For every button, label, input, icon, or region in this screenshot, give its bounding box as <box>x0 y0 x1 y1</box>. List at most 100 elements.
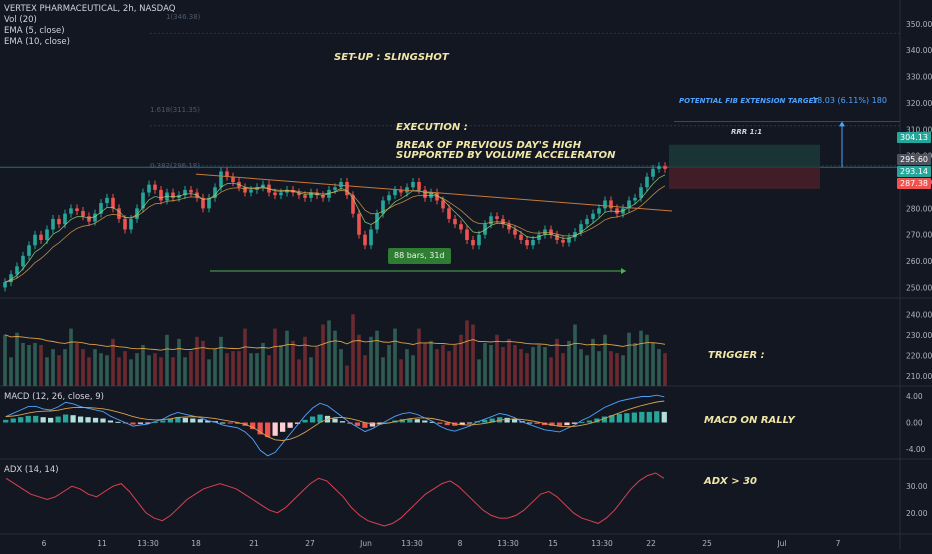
volume-bar <box>657 349 661 386</box>
volume-bar <box>471 324 475 386</box>
macd-histogram-bar <box>556 422 563 427</box>
candle-body <box>105 197 109 204</box>
bars-range-tag[interactable]: 88 bars, 31d <box>388 248 451 264</box>
macd-histogram-bar <box>115 421 121 423</box>
macd-histogram-bar <box>339 421 346 423</box>
symbol-title[interactable]: VERTEX PHARMACEUTICAL, 2h, NASDAQ <box>4 4 176 14</box>
volume-bar <box>369 336 373 386</box>
volume-bar <box>609 351 613 386</box>
fib-level-1618: 1.618(311.35) <box>150 106 200 114</box>
macd-histogram-bar <box>422 420 428 423</box>
price-box-target: 304.13 <box>897 132 931 143</box>
volume-bar <box>567 340 571 386</box>
macd-histogram-bar <box>137 422 144 424</box>
volume-bar <box>507 338 511 386</box>
macd-histogram-bar <box>534 422 540 424</box>
macd-histogram-bar <box>18 417 24 423</box>
candle-body <box>417 182 421 190</box>
fib-level-1: 1(346.38) <box>166 13 201 21</box>
volume-bar <box>219 336 223 386</box>
macd-histogram-bar <box>407 418 413 423</box>
macd-histogram-bar <box>152 421 159 423</box>
volume-bar <box>435 349 439 386</box>
candle-body <box>663 166 667 169</box>
volume-tick-label: 240.00 <box>906 310 932 319</box>
macd-histogram-bar <box>257 422 263 435</box>
time-tick-label: 13:30 <box>591 539 613 548</box>
candle-body <box>243 187 247 193</box>
execution-title: EXECUTION : <box>396 122 468 133</box>
candle-body <box>183 189 187 196</box>
setup-note: SET-UP : SLINGSHOT <box>334 52 449 63</box>
candle-body <box>411 182 415 188</box>
candle-body <box>69 208 73 214</box>
candle-body <box>297 192 301 196</box>
volume-bar <box>525 353 529 386</box>
trendline <box>195 173 673 212</box>
candle-body <box>201 197 205 209</box>
indicator-ema10[interactable]: EMA (10, close) <box>4 37 70 47</box>
candle-body <box>525 240 529 246</box>
chart-legend: VERTEX PHARMACEUTICAL, 2h, NASDAQ Vol (2… <box>4 4 175 48</box>
candle-body <box>129 218 133 230</box>
volume-bar <box>357 334 361 386</box>
time-tick-label: 13:30 <box>137 539 159 548</box>
candle-body <box>387 195 391 201</box>
volume-bar <box>663 353 667 386</box>
indicator-ema5[interactable]: EMA (5, close) <box>4 26 65 36</box>
macd-histogram-bar <box>654 411 660 423</box>
indicator-vol[interactable]: Vol (20) <box>4 15 37 25</box>
candle-body <box>363 234 367 246</box>
candle-body <box>573 232 577 238</box>
adx-label[interactable]: ADX (14, 14) <box>4 465 59 475</box>
candle-body <box>81 211 85 217</box>
volume-bar <box>339 349 343 386</box>
volume-bar <box>33 342 37 386</box>
candle-body <box>531 240 535 246</box>
volume-bar <box>543 347 547 386</box>
macd-histogram-bar <box>40 417 46 423</box>
candle-body <box>231 176 235 182</box>
trigger-note: TRIGGER : <box>708 350 765 361</box>
candle-body <box>135 208 139 219</box>
macd-histogram-bar <box>227 422 233 424</box>
macd-histogram-bar <box>369 422 376 427</box>
candle-body <box>369 229 373 246</box>
volume-bar <box>549 357 553 386</box>
volume-bar <box>201 340 205 386</box>
volume-bar <box>645 334 649 386</box>
candle-body <box>45 229 49 240</box>
macd-label[interactable]: MACD (12, 26, close, 9) <box>4 392 104 402</box>
candle-body <box>375 213 379 230</box>
candle-body <box>639 187 643 198</box>
candle-body <box>615 208 619 214</box>
time-tick-label: 13:30 <box>497 539 519 548</box>
candle-body <box>27 245 31 256</box>
fib-level-0382: 0.382(296.18) <box>150 162 200 170</box>
macd-histogram-bar <box>459 422 465 425</box>
price-box-current: 295.60 <box>897 154 931 165</box>
execution-line1: BREAK OF PREVIOUS DAY'S HIGH <box>396 140 582 151</box>
candle-body <box>591 213 595 219</box>
candle-body <box>75 208 79 211</box>
macd-histogram-bar <box>564 422 570 426</box>
candle-body <box>453 218 457 225</box>
candle-body <box>309 192 313 198</box>
volume-bar <box>561 353 565 386</box>
volume-bar <box>555 338 559 386</box>
macd-histogram-bar <box>332 418 338 423</box>
candle-body <box>441 200 445 209</box>
price-tick-label: 310.00 <box>906 125 932 134</box>
volume-bar <box>63 349 67 386</box>
price-tick-label: 260.00 <box>906 257 932 266</box>
macd-histogram-bar <box>265 422 271 438</box>
candle-body <box>423 189 427 198</box>
volume-bar <box>327 320 331 386</box>
price-tick-label: 330.00 <box>906 73 932 82</box>
volume-bar <box>405 349 409 386</box>
volume-bar <box>249 353 253 386</box>
candle-body <box>261 184 265 188</box>
volume-bar <box>519 349 523 386</box>
macd-histogram-bar <box>287 422 293 428</box>
